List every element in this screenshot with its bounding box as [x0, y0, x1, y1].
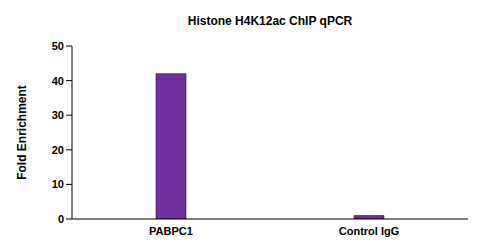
svg-text:10: 10: [52, 178, 64, 190]
html-text:Histone H4K12ac ChIP qPCR: Histone H4K12ac ChIP qPCR: [187, 14, 353, 28]
svg-text:0: 0: [58, 213, 64, 225]
svg-text:PABPC1: PABPC1: [149, 225, 193, 237]
svg-text:20: 20: [52, 144, 64, 156]
svg-text:Fold Enrichment: Fold Enrichment: [15, 85, 29, 180]
svg-text:40: 40: [52, 75, 64, 87]
svg-text:50: 50: [52, 40, 64, 52]
svg-text:30: 30: [52, 109, 64, 121]
svg-text:Control IgG: Control IgG: [339, 225, 400, 237]
